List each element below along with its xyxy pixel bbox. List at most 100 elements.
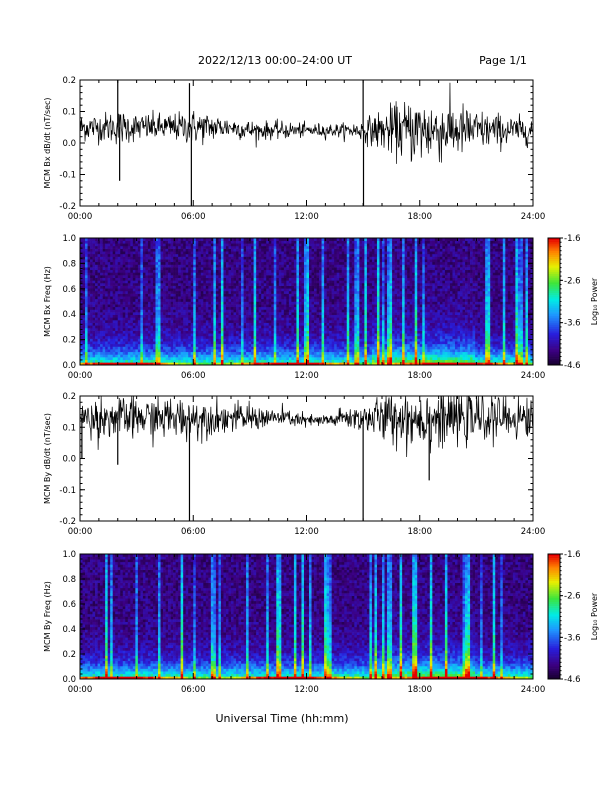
- spectrogram-cell: [331, 298, 335, 302]
- spectrogram-cell: [102, 304, 106, 308]
- spectrogram-cell: [117, 343, 121, 347]
- spectrogram-cell: [266, 343, 270, 347]
- spectrogram-cell: [261, 256, 265, 260]
- spectrogram-cell: [87, 288, 91, 292]
- spectrogram-cell: [316, 280, 320, 284]
- spectrogram-cell: [309, 293, 312, 297]
- spectrogram-cell: [170, 253, 174, 257]
- spectrogram-cell: [321, 245, 325, 249]
- spectrogram-cell: [251, 290, 254, 294]
- spectrogram-cell: [210, 282, 214, 286]
- spectrogram-cell: [236, 317, 239, 321]
- spectrogram-cell: [130, 317, 134, 321]
- spectrogram-cell: [130, 322, 134, 326]
- spectrogram-cell: [175, 304, 179, 308]
- spectrogram-cell: [147, 275, 151, 278]
- spectrogram-cell: [183, 330, 186, 334]
- spectrogram-cell: [319, 343, 322, 347]
- spectrogram-cell: [178, 275, 181, 278]
- spectrogram-cell: [95, 325, 98, 329]
- spectrogram-cell: [276, 349, 280, 353]
- spectrogram-cell: [145, 304, 149, 308]
- spectrogram-cell: [261, 349, 265, 353]
- spectrogram-cell: [223, 338, 227, 342]
- spectrogram-cell: [145, 362, 149, 366]
- spectrogram-cell: [303, 267, 307, 271]
- spectrogram-cell: [122, 280, 126, 284]
- spectrogram-cell: [236, 261, 239, 265]
- spectrogram-cell: [135, 359, 139, 363]
- spectrogram-cell: [155, 312, 159, 316]
- spectrogram-cell: [80, 240, 83, 244]
- spectrogram-cell: [266, 275, 270, 278]
- spectrogram-cell: [80, 330, 83, 334]
- spectrogram-cell: [105, 343, 108, 347]
- spectrogram-cell: [185, 335, 189, 339]
- spectrogram-cell: [178, 243, 181, 247]
- spectrogram-cell: [107, 333, 111, 337]
- spectrogram-cell: [200, 357, 204, 361]
- spectrogram-cell: [87, 335, 91, 339]
- spectrogram-cell: [97, 322, 101, 326]
- spectrogram-cell: [150, 309, 154, 313]
- spectrogram-cell: [158, 293, 161, 297]
- spectrogram-cell: [193, 298, 197, 302]
- spectrogram-cell: [90, 288, 93, 292]
- spectrogram-cell: [185, 343, 189, 347]
- spectrogram-cell: [90, 253, 93, 257]
- spectrogram-cell: [107, 298, 111, 302]
- spectrogram-cell: [288, 322, 292, 326]
- spectrogram-cell: [256, 346, 259, 350]
- spectrogram-cell: [195, 351, 199, 355]
- spectrogram-cell: [198, 275, 202, 278]
- spectrogram-cell: [198, 349, 202, 353]
- spectrogram-cell: [314, 245, 317, 249]
- spectrogram-cell: [193, 346, 197, 350]
- spectrogram-cell: [303, 240, 307, 244]
- spectrogram-cell: [170, 349, 174, 353]
- spectrogram-cell: [208, 314, 212, 318]
- spectrogram-cell: [253, 280, 257, 284]
- spectrogram-cell: [97, 248, 101, 252]
- spectrogram-cell: [97, 256, 101, 260]
- spectrogram-cell: [283, 351, 287, 355]
- spectrogram-cell: [163, 253, 166, 257]
- spectrogram-cell: [185, 351, 189, 355]
- spectrogram-cell: [195, 277, 199, 281]
- spectrogram-cell: [160, 267, 164, 271]
- spectrogram-cell: [208, 282, 212, 286]
- spectrogram-cell: [100, 320, 103, 323]
- spectrogram-cell: [258, 325, 262, 329]
- spectrogram-cell: [276, 288, 280, 292]
- spectrogram-cell: [122, 301, 126, 305]
- spectrogram-cell: [145, 253, 149, 257]
- spectrogram-cell: [316, 245, 320, 249]
- spectrogram-cell: [205, 275, 209, 278]
- spectrogram-cell: [122, 288, 126, 292]
- spectrogram-cell: [180, 293, 184, 297]
- spectrogram-cell: [90, 312, 93, 316]
- spectrogram-cell: [261, 362, 265, 366]
- spectrogram-cell: [112, 280, 116, 284]
- spectrogram-cell: [185, 240, 189, 244]
- spectrogram-cell: [173, 261, 176, 265]
- spectrogram-cell: [80, 349, 83, 353]
- spectrogram-cell: [135, 275, 139, 278]
- spectrogram-cell: [215, 341, 219, 345]
- spectrogram-cell: [155, 290, 159, 294]
- y-tick-label: -0.2: [59, 202, 76, 212]
- spectrogram-cell: [278, 269, 282, 273]
- spectrogram-cell: [233, 304, 237, 308]
- spectrogram-cell: [291, 357, 295, 361]
- spectrogram-cell: [261, 290, 265, 294]
- spectrogram-cell: [175, 327, 179, 331]
- spectrogram-cell: [200, 341, 204, 345]
- spectrogram-cell: [228, 320, 232, 323]
- spectrogram-cell: [248, 248, 252, 252]
- spectrogram-cell: [185, 357, 189, 361]
- spectrogram-cell: [236, 238, 239, 241]
- spectrogram-cell: [231, 264, 234, 268]
- spectrogram-cell: [193, 253, 197, 257]
- spectrogram-cell: [90, 349, 93, 353]
- spectrogram-cell: [190, 248, 194, 252]
